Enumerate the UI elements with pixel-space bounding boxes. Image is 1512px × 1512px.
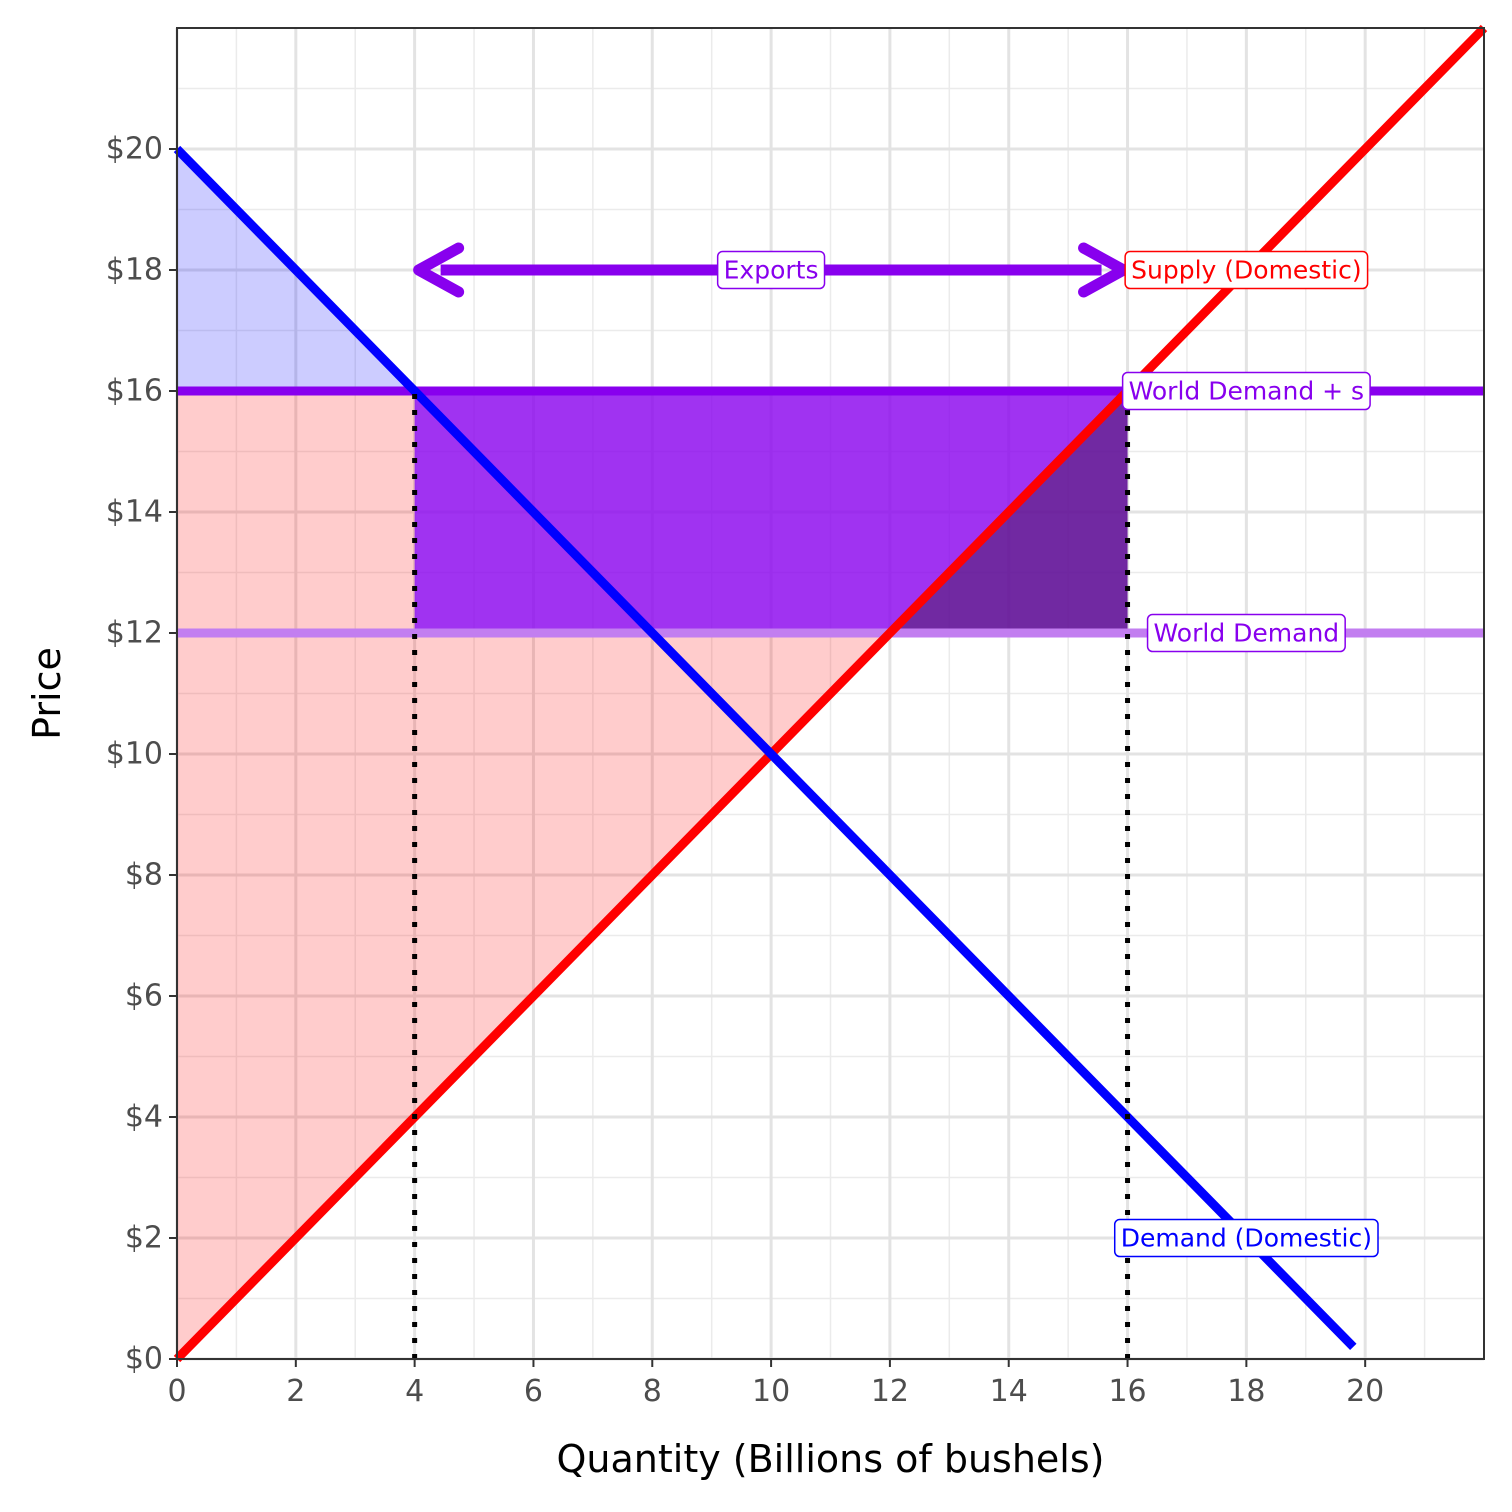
x-tick-label: 6	[524, 1374, 543, 1409]
curve-label-box	[1124, 250, 1369, 290]
supply-line	[173, 24, 1488, 1363]
y-tick-label: $6	[125, 979, 163, 1014]
curve-label-text: Exports	[724, 256, 819, 285]
curve-label-world_s: World Demand + s	[1121, 371, 1371, 411]
x-tick-label: 8	[643, 1374, 662, 1409]
y-tick-label: $10	[106, 737, 163, 772]
y-tick-label: $8	[125, 858, 163, 893]
x-axis-title: Quantity (Billions of bushels)	[557, 1437, 1105, 1481]
demand-line	[173, 145, 1357, 1351]
curve-label-box	[1121, 371, 1371, 411]
curve-label-text: Supply (Domestic)	[1131, 256, 1361, 285]
curve-label-box	[1113, 1218, 1379, 1258]
x-tick-label: 16	[1108, 1374, 1146, 1409]
curve-label-text: World Demand	[1154, 619, 1340, 648]
curve-label-exports: Exports	[716, 250, 826, 290]
y-tick-label: $14	[106, 495, 163, 530]
y-tick-label: $18	[106, 253, 163, 288]
x-tick-label: 10	[752, 1374, 790, 1409]
y-axis-title: Price	[25, 647, 69, 740]
y-tick-label: $12	[106, 616, 163, 651]
y-tick-label: $0	[125, 1342, 163, 1377]
curve-label-supply: Supply (Domestic)	[1124, 250, 1369, 290]
x-tick-label: 14	[990, 1374, 1028, 1409]
axis-ticks: 0 2 4 6 8 10 12 14 16 18 20 $0 $2 $4 $6 $8 $10 $12 $14 $16 $…	[106, 132, 1385, 1410]
x-tick-label: 4	[405, 1374, 424, 1409]
y-tick-label: $2	[125, 1221, 163, 1256]
reference-lines	[412, 391, 1131, 1359]
curve-label-text: World Demand + s	[1129, 377, 1364, 406]
y-tick-label: $4	[125, 1100, 163, 1135]
x-tick-label: 20	[1346, 1374, 1384, 1409]
curve-label-text: Demand (Domestic)	[1121, 1224, 1372, 1253]
x-tick-label: 18	[1227, 1374, 1265, 1409]
y-tick-label: $16	[106, 374, 163, 409]
x-tick-label: 12	[871, 1374, 909, 1409]
curve-label-world: World Demand	[1146, 613, 1346, 653]
curve-labels: Supply (Domestic) World Demand + s World D…	[716, 250, 1379, 1258]
x-tick-label: 0	[167, 1374, 186, 1409]
exports-arrow-head-right	[1078, 242, 1130, 298]
y-tick-label: $20	[106, 132, 163, 167]
exports-arrow-head-left	[413, 242, 465, 298]
x-tick-label: 2	[286, 1374, 305, 1409]
panel-border	[176, 27, 1485, 1360]
curve-label-box	[1146, 613, 1346, 653]
curve-label-box	[716, 250, 826, 290]
curve-label-demand: Demand (Domestic)	[1113, 1218, 1379, 1258]
